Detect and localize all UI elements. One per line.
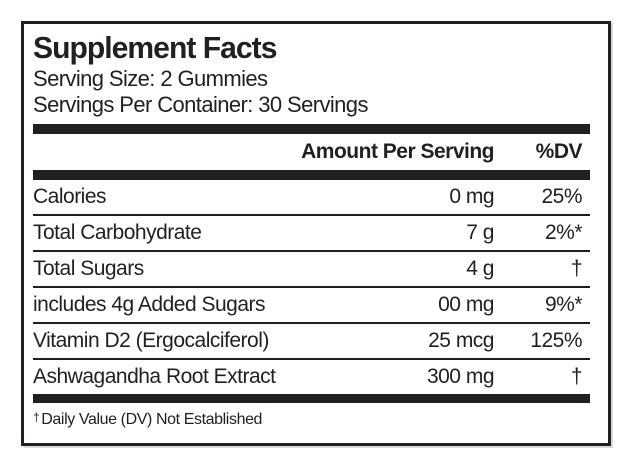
divider-bar-footer bbox=[33, 394, 590, 403]
nutrient-name: Calories bbox=[33, 185, 107, 208]
nutrient-name: Vitamin D2 (Ergocalciferol) bbox=[33, 329, 269, 352]
footnote-text: Daily Value (DV) Not Established bbox=[41, 411, 263, 428]
header-amount-per-serving: Amount Per Serving bbox=[301, 140, 494, 163]
table-row-vitamin-d2: Vitamin D2 (Ergocalciferol) 25 mcg 125% bbox=[33, 324, 590, 360]
nutrient-amount: 4 g bbox=[466, 257, 494, 280]
nutrient-amount: 25 mcg bbox=[428, 329, 494, 352]
serving-size: Serving Size: 2 Gummies bbox=[33, 66, 268, 91]
nutrient-name: includes 4g Added Sugars bbox=[33, 293, 266, 316]
header-percent-dv: %DV bbox=[535, 140, 583, 163]
nutrient-name: Ashwagandha Root Extract bbox=[33, 365, 276, 388]
nutrient-dv: 9%* bbox=[544, 293, 583, 316]
label-title: Supplement Facts bbox=[33, 30, 277, 65]
table-row-ashwagandha: Ashwagandha Root Extract 300 mg † bbox=[33, 360, 590, 394]
nutrient-name: Total Carbohydrate bbox=[33, 221, 202, 244]
nutrient-dv: 125% bbox=[530, 329, 582, 352]
table-row-calories: Calories 0 mg 25% bbox=[33, 180, 590, 216]
footnote: † Daily Value (DV) Not Established bbox=[33, 403, 590, 429]
table-row-added-sugars: includes 4g Added Sugars 00 mg 9%* bbox=[33, 288, 590, 324]
nutrient-dv: 2%* bbox=[544, 221, 583, 244]
nutrient-amount: 0 mg bbox=[449, 185, 494, 208]
table-row-total-sugars: Total Sugars 4 g † bbox=[33, 252, 590, 288]
nutrient-dv: 25% bbox=[541, 185, 582, 208]
servings-per-container: Servings Per Container: 30 Servings bbox=[33, 92, 368, 117]
nutrient-amount: 300 mg bbox=[426, 365, 495, 388]
nutrient-amount: 00 mg bbox=[438, 293, 494, 316]
nutrient-name: Total Sugars bbox=[33, 257, 144, 280]
table-row-total-carbohydrate: Total Carbohydrate 7 g 2%* bbox=[33, 216, 590, 252]
divider-bar-top bbox=[33, 124, 590, 134]
nutrient-amount: 7 g bbox=[466, 221, 494, 244]
nutrient-dv: † bbox=[570, 257, 583, 280]
divider-bar-header bbox=[33, 170, 590, 180]
nutrient-dv: † bbox=[570, 365, 583, 388]
footnote-dagger-symbol: † bbox=[33, 410, 40, 424]
supplement-facts-label: Supplement Facts Serving Size: 2 Gummies… bbox=[21, 21, 611, 446]
table-header-row: Amount Per Serving %DV bbox=[33, 134, 590, 170]
